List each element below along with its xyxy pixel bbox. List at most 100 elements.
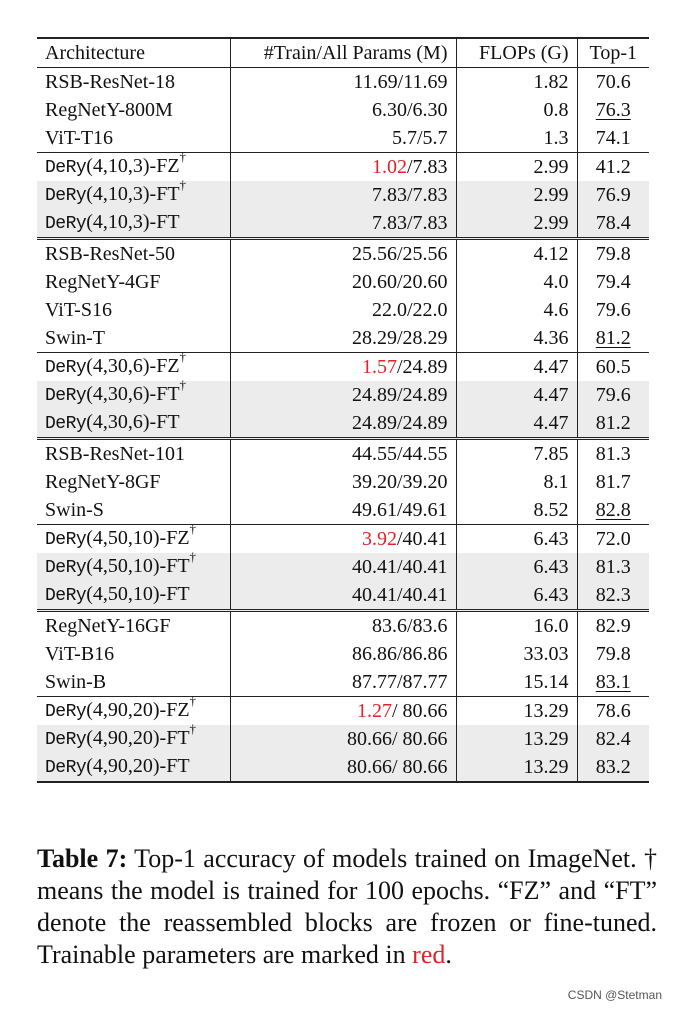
dagger-mark: † — [179, 348, 187, 364]
cell-params: 20.60/20.60 — [229, 268, 456, 296]
cell-params: 22.0/22.0 — [229, 296, 456, 324]
cell-architecture: Swin-T — [37, 324, 230, 353]
watermark: CSDN @Stetman — [567, 988, 662, 1002]
table-row: DeRy(4,10,3)-FT 7.83/7.83 2.99 78.4 — [37, 209, 649, 239]
cell-flops: 4.0 — [455, 268, 577, 296]
table-row: DeRy(4,30,6)-FT† 24.89/24.89 4.47 79.6 — [37, 378, 649, 409]
cell-params: 86.86/86.86 — [229, 640, 456, 668]
cell-params: 11.69/11.69 — [229, 67, 456, 96]
caption-label: Table 7: — [37, 844, 128, 873]
cell-flops: 15.14 — [455, 668, 577, 697]
arch-suffix: (4,50,10)-FZ — [86, 526, 190, 549]
cell-architecture: DeRy(4,90,20)-FT — [37, 753, 230, 783]
top1-value: 76.3 — [595, 98, 631, 121]
cell-top1: 81.3 — [576, 553, 649, 581]
cell-params: 24.89/24.89 — [229, 409, 456, 439]
cell-architecture: ViT-B16 — [37, 640, 230, 668]
cell-flops: 4.47 — [455, 352, 577, 381]
cell-params: 44.55/44.55 — [229, 437, 456, 468]
cell-top1: 83.2 — [576, 753, 649, 783]
cell-flops: 6.43 — [455, 524, 577, 553]
table-row: RegNetY-800M 6.30/6.30 0.8 76.3 — [37, 96, 649, 124]
header-flops: FLOPs (G) — [455, 37, 577, 68]
results-table-container: Architecture #Train/All Params (M) FLOPs… — [37, 37, 649, 783]
table-row: DeRy(4,10,3)-FT† 7.83/7.83 2.99 76.9 — [37, 178, 649, 209]
table-row: ViT-T16 5.7/5.7 1.3 74.1 — [37, 124, 649, 153]
header-architecture: Architecture — [37, 37, 230, 68]
cell-params: 1.57/24.89 — [229, 352, 456, 381]
cell-top1: 76.9 — [576, 181, 649, 209]
cell-top1: 82.9 — [576, 609, 649, 640]
arch-code: DeRy — [45, 529, 87, 550]
arch-code: DeRy — [45, 357, 87, 378]
cell-architecture: DeRy(4,30,6)-FZ† — [37, 350, 230, 381]
table-row: DeRy(4,30,6)-FT 24.89/24.89 4.47 81.2 — [37, 409, 649, 439]
arch-name: RegNetY-16GF — [45, 614, 171, 637]
table-row: Swin-T 28.29/28.29 4.36 81.2 — [37, 324, 649, 353]
cell-architecture: DeRy(4,10,3)-FZ† — [37, 150, 230, 181]
cell-architecture: DeRy(4,50,10)-FT — [37, 581, 230, 611]
top1-value: 78.4 — [595, 211, 631, 234]
cell-architecture: ViT-T16 — [37, 124, 230, 153]
trainable-params: 1.27 — [356, 699, 392, 722]
header-top1: Top-1 — [576, 37, 649, 68]
cell-architecture: RSB-ResNet-101 — [37, 437, 230, 468]
arch-code: DeRy — [45, 413, 87, 434]
dagger-mark: † — [189, 548, 197, 564]
cell-top1: 82.3 — [576, 581, 649, 611]
dagger-mark: † — [179, 148, 187, 164]
header-params: #Train/All Params (M) — [229, 37, 456, 68]
cell-architecture: RegNetY-4GF — [37, 268, 230, 296]
cell-top1: 79.6 — [576, 381, 649, 409]
top1-value: 41.2 — [595, 155, 631, 178]
trainable-params: 1.57 — [361, 355, 397, 378]
cell-flops: 8.52 — [455, 496, 577, 525]
arch-code: DeRy — [45, 157, 87, 178]
table-row: RegNetY-4GF 20.60/20.60 4.0 79.4 — [37, 268, 649, 296]
cell-architecture: DeRy(4,50,10)-FT† — [37, 550, 230, 581]
arch-code: DeRy — [45, 729, 87, 750]
arch-code: DeRy — [45, 585, 87, 606]
arch-name: ViT-S16 — [45, 298, 112, 321]
arch-suffix: (4,50,10)-FT — [86, 582, 190, 605]
top1-value: 70.6 — [595, 70, 631, 93]
arch-name: Swin-B — [45, 670, 107, 693]
cell-top1: 76.3 — [576, 96, 649, 124]
header-row: Architecture #Train/All Params (M) FLOPs… — [37, 37, 649, 68]
cell-top1: 79.6 — [576, 296, 649, 324]
cell-flops: 8.1 — [455, 468, 577, 496]
cell-top1: 78.4 — [576, 209, 649, 239]
cell-architecture: DeRy(4,50,10)-FZ† — [37, 522, 230, 553]
arch-name: RSB-ResNet-18 — [45, 70, 175, 93]
cell-flops: 33.03 — [455, 640, 577, 668]
cell-top1: 82.8 — [576, 496, 649, 525]
cell-params: 1.27/ 80.66 — [229, 696, 456, 725]
table-row: DeRy(4,90,20)-FZ† 1.27/ 80.66 13.29 78.6 — [37, 694, 649, 725]
cell-flops: 2.99 — [455, 152, 577, 181]
dagger-mark: † — [179, 376, 187, 392]
arch-suffix: (4,10,3)-FZ — [86, 154, 180, 177]
top1-value: 79.8 — [595, 242, 631, 265]
arch-code: DeRy — [45, 757, 87, 778]
trainable-params: 1.02 — [371, 155, 407, 178]
cell-flops: 13.29 — [455, 725, 577, 753]
all-params: /7.83 — [406, 155, 448, 178]
cell-params: 24.89/24.89 — [229, 381, 456, 409]
cell-architecture: RSB-ResNet-18 — [37, 68, 230, 97]
cell-top1: 72.0 — [576, 524, 649, 553]
table-row: RegNetY-16GF 83.6/83.6 16.0 82.9 — [37, 609, 649, 640]
cell-flops: 4.12 — [455, 237, 577, 268]
cell-top1: 41.2 — [576, 152, 649, 181]
arch-code: DeRy — [45, 557, 87, 578]
cell-flops: 1.3 — [455, 124, 577, 153]
arch-suffix: (4,30,6)-FT — [86, 382, 180, 405]
dagger-mark: † — [189, 720, 197, 736]
top1-value: 60.5 — [595, 355, 631, 378]
arch-suffix: (4,10,3)-FT — [86, 182, 180, 205]
top1-value: 81.3 — [595, 442, 631, 465]
arch-name: RegNetY-800M — [45, 98, 173, 121]
arch-name: ViT-T16 — [45, 126, 114, 149]
arch-code: DeRy — [45, 701, 87, 722]
dagger-mark: † — [189, 520, 197, 536]
cell-architecture: DeRy(4,30,6)-FT† — [37, 378, 230, 409]
